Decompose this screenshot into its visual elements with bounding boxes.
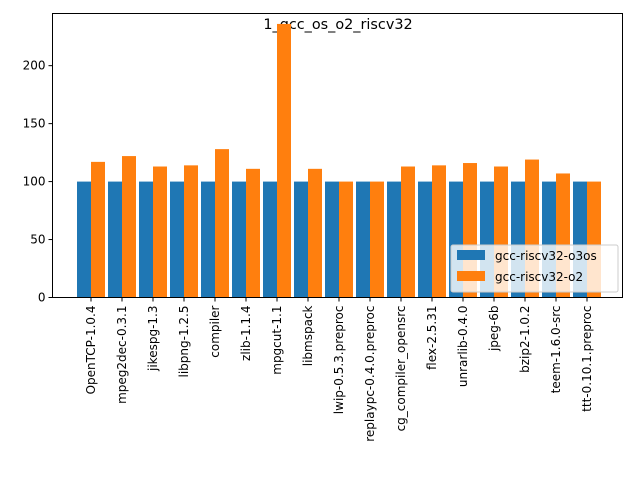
bar-o3os-10 <box>387 181 401 298</box>
x-tick-label-15: teem-1.6.0-src <box>549 306 563 394</box>
bar-o2-11 <box>432 165 446 298</box>
legend-label-o3os: gcc-riscv32-o3os <box>495 249 597 263</box>
bar-o3os-0 <box>77 181 91 298</box>
x-tick-label-3: libpng-1.2.5 <box>177 306 191 378</box>
x-tick-label-10: cg_compiler_opensrc <box>394 306 408 432</box>
x-tick-label-2: jikespg-1.3 <box>146 306 160 372</box>
bar-o3os-6 <box>263 181 277 298</box>
bar-o3os-9 <box>356 181 370 298</box>
bar-o2-7 <box>308 168 322 298</box>
x-tick-label-12: unrarlib-0.4.0 <box>456 306 470 388</box>
legend-label-o2: gcc-riscv32-o2 <box>495 270 583 284</box>
bar-o2-9 <box>370 181 384 298</box>
bar-o3os-4 <box>201 181 215 298</box>
x-tick-label-5: zlib-1.1.4 <box>239 306 253 361</box>
x-axis: OpenTCP-1.0.4 mpeg2dec-0.3.1 jikespg-1.3 li… <box>84 297 594 442</box>
y-tick-label-3: 150 <box>23 117 46 131</box>
bar-o2-0 <box>91 161 105 298</box>
y-tick-label-4: 200 <box>23 59 46 73</box>
x-tick-label-7: libmspack <box>301 305 315 366</box>
bar-o3os-5 <box>232 181 246 298</box>
legend: gcc-riscv32-o3os gcc-riscv32-o2 <box>450 244 619 293</box>
x-tick-label-14: bzip2-1.0.2 <box>518 306 532 373</box>
bar-o2-2 <box>153 166 167 298</box>
x-tick-label-11: flex-2.5.31 <box>425 306 439 370</box>
x-tick-label-16: ttt-0.10.1.preproc <box>580 306 594 412</box>
plot-frame <box>52 13 623 298</box>
bar-o2-10 <box>401 166 415 298</box>
x-tick-label-9: replaypc-0.4.0.preproc <box>363 306 377 442</box>
x-tick-label-6: mpgcut-1.1 <box>270 306 284 375</box>
bar-o2-4 <box>215 149 229 298</box>
y-axis: 0 50 100 150 200 <box>23 59 53 305</box>
x-tick-label-0: OpenTCP-1.0.4 <box>84 306 98 395</box>
legend-swatch-o3os <box>457 250 485 260</box>
legend-box <box>450 244 619 293</box>
bar-o3os-11 <box>418 181 432 298</box>
bar-o3os-7 <box>294 181 308 298</box>
bar-o3os-3 <box>170 181 184 298</box>
bar-o3os-8 <box>325 181 339 298</box>
bar-o3os-1 <box>108 181 122 298</box>
x-tick-label-13: jpeg-6b <box>487 306 501 353</box>
y-tick-label-0: 0 <box>38 291 46 305</box>
bar-o3os-2 <box>139 181 153 298</box>
bar-o2-1 <box>122 156 136 298</box>
bar-o2-8 <box>339 181 353 298</box>
legend-swatch-o2 <box>457 271 485 281</box>
chart-title: 1_gcc_os_o2_riscv32 <box>263 17 412 33</box>
bar-o2-5 <box>246 168 260 298</box>
bar-o2-6 <box>277 23 291 298</box>
x-tick-label-1: mpeg2dec-0.3.1 <box>115 306 129 404</box>
bar-o2-3 <box>184 165 198 298</box>
x-tick-label-8: lwip-0.5.3.preproc <box>332 306 346 415</box>
y-tick-label-1: 50 <box>30 233 45 247</box>
x-tick-label-4: compiler <box>208 305 222 357</box>
y-tick-label-2: 100 <box>23 175 46 189</box>
